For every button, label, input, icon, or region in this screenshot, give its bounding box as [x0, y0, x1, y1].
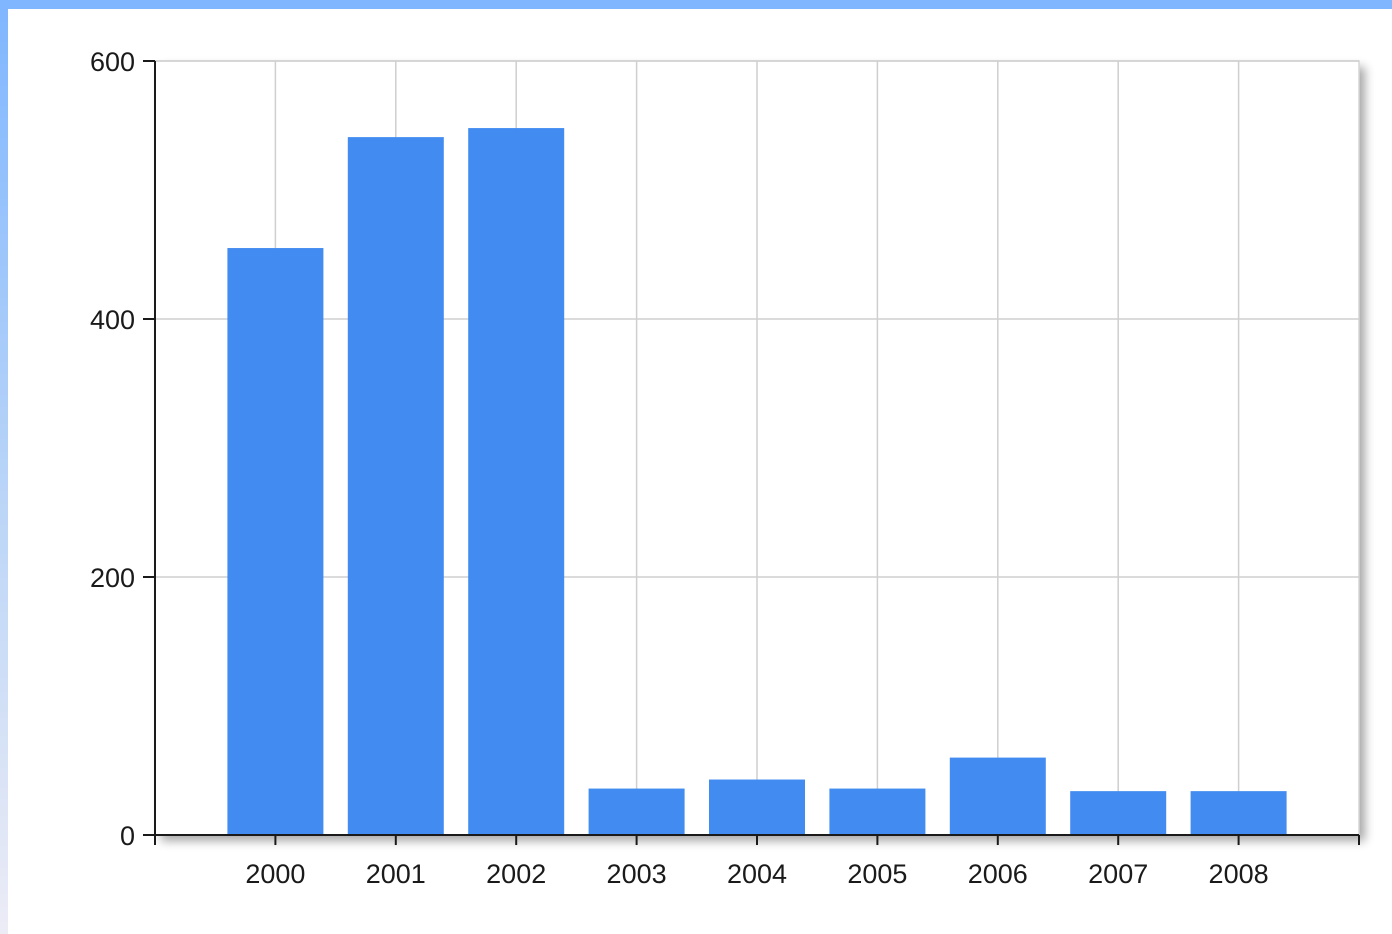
x-tick-label: 2007: [1088, 859, 1148, 889]
bar-2003: [588, 788, 685, 835]
bars: [227, 128, 1287, 836]
x-tick-label: 2001: [366, 859, 426, 889]
x-tick-label: 2002: [486, 859, 546, 889]
x-tick-label: 2008: [1209, 859, 1269, 889]
y-tick-label: 600: [90, 47, 135, 77]
bar-2001: [347, 137, 444, 836]
y-tick-label: 400: [90, 305, 135, 335]
axes: [143, 60, 1360, 845]
bar-2004: [709, 779, 805, 835]
y-tick-label: 200: [90, 563, 135, 593]
x-tick-label: 2005: [847, 859, 907, 889]
bar-2005: [829, 788, 926, 835]
bar-2006: [949, 757, 1046, 835]
bar-2007: [1070, 791, 1167, 835]
x-tick-label: 2003: [607, 859, 667, 889]
x-tick-label: 2004: [727, 859, 787, 889]
tick-labels: 0 200 400 600 2000 2001 2002 2003 2004 2005 2006 20…: [90, 47, 1269, 889]
bar-2008: [1190, 791, 1287, 835]
x-tick-label: 2006: [968, 859, 1028, 889]
bar-2002: [468, 128, 565, 835]
x-tick-label: 2000: [245, 859, 305, 889]
y-tick-label: 0: [120, 821, 135, 851]
bar-2000: [227, 248, 324, 836]
